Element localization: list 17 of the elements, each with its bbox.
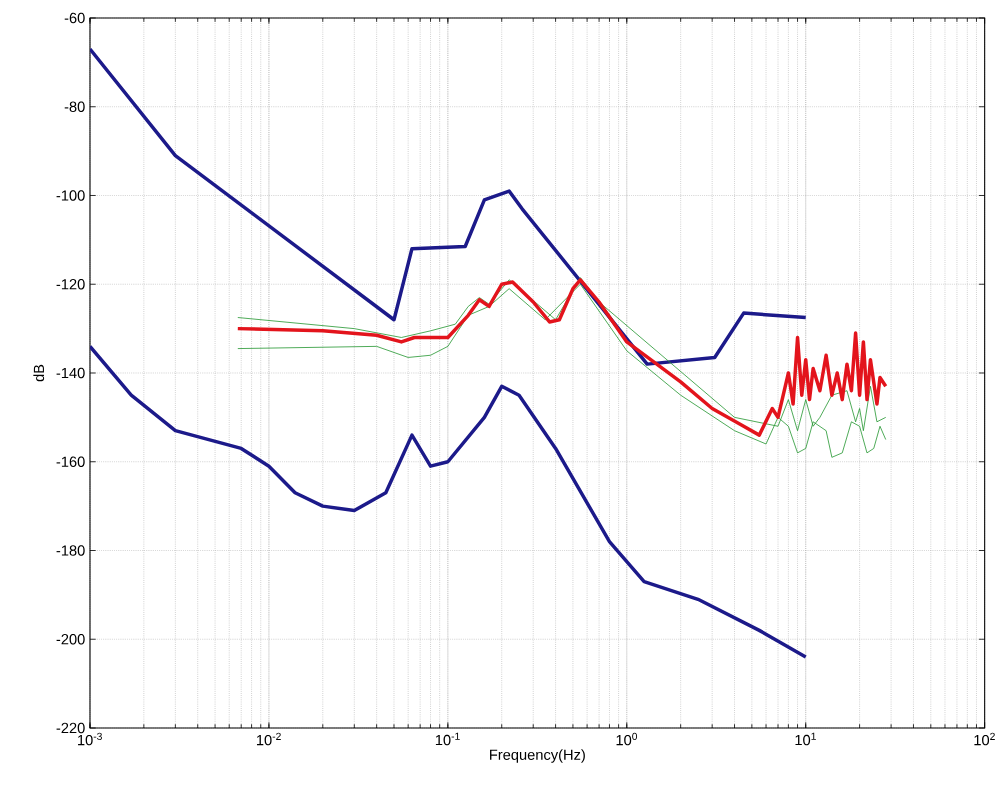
- x-tick-label: 10$^{-3}$: [78, 732, 102, 746]
- y-tick-label: -200: [56, 634, 85, 645]
- x-tick-label: 10$^{-1}$: [435, 732, 460, 746]
- x-tick-label: 10$^{0}$: [616, 732, 638, 746]
- x-tick-label: 10$^{-2}$: [256, 732, 281, 746]
- y-tick-label: -60: [64, 12, 85, 24]
- y-tick-label: -220: [56, 722, 85, 734]
- y-tick-label: -160: [56, 456, 85, 467]
- y-tick-label: -140: [56, 367, 85, 379]
- y-tick-label: -80: [64, 101, 85, 112]
- x-tick-label: 10$^{1}$: [795, 732, 816, 746]
- y-axis-title: dB: [33, 364, 45, 382]
- y-tick-label: -180: [56, 545, 85, 556]
- x-tick-label: 10$^{2}$: [974, 732, 995, 746]
- x-axis-title: Frequency(Hz): [490, 749, 585, 763]
- y-tick-label: -100: [56, 190, 85, 201]
- y-tick-label: -120: [56, 279, 85, 290]
